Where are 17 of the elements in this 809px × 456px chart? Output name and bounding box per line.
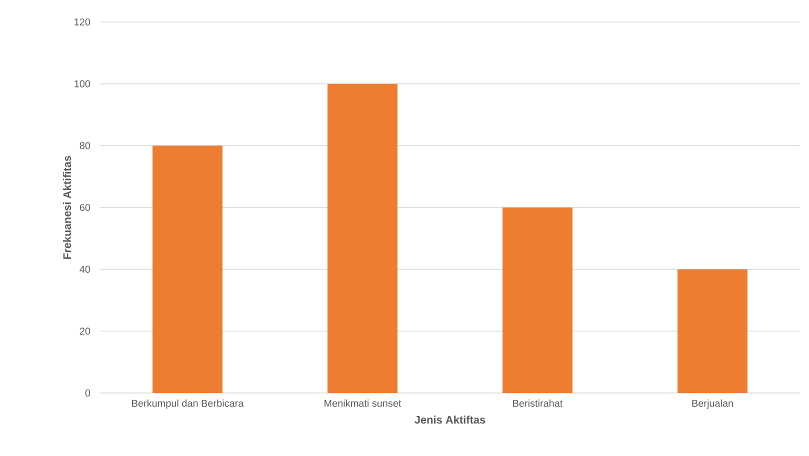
bar	[678, 269, 748, 393]
y-tick-label: 0	[85, 389, 90, 397]
x-tick-label: Berjualan	[692, 400, 733, 409]
y-tick-label: 120	[74, 18, 90, 26]
y-tick-label: 40	[80, 266, 90, 273]
y-tick-label: 80	[80, 142, 90, 150]
y-tick-label: 60	[80, 204, 90, 212]
y-tick-label: 20	[80, 328, 90, 335]
x-tick-label: Menikmati sunset	[324, 400, 402, 407]
bar	[328, 84, 398, 393]
bar	[502, 207, 573, 393]
x-axis-title: Jenis Aktiftas	[414, 416, 486, 424]
x-tick-label: Berkumpul dan Berbicara	[132, 400, 244, 409]
bar	[152, 146, 223, 393]
y-tick-label: 100	[74, 80, 90, 88]
y-axis-title: Frekuanesi Aktifitas	[62, 156, 72, 259]
x-tick-label: Beristirahat	[513, 400, 563, 407]
